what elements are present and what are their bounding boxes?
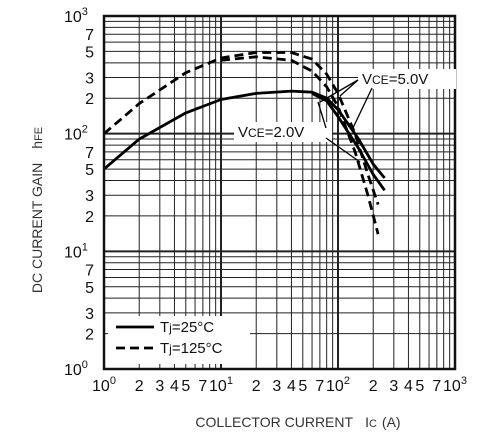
x-tick-label: 102 xyxy=(326,375,350,395)
y-axis-label: DC CURRENT GAINhFE xyxy=(29,127,45,293)
annotation-vce-5v: VCE=5.0V xyxy=(362,71,428,88)
y-tick-label: 103 xyxy=(64,6,88,26)
x-tick-label: 5 xyxy=(181,378,190,395)
y-tick-label: 2 xyxy=(85,209,94,226)
x-tick-label: 4 xyxy=(170,378,179,395)
annotation-pointer xyxy=(339,79,359,97)
y-tick-label: 5 xyxy=(85,44,94,61)
series-line xyxy=(103,89,386,179)
annotations: VCE=5.0V VCE=2.0V xyxy=(234,69,456,163)
x-tick-label: 3 xyxy=(155,378,164,395)
series-line xyxy=(103,51,380,205)
x-tick-label: 5 xyxy=(298,378,307,395)
annotation-pointer xyxy=(319,79,359,103)
legend: Tj=25°C Tj=125°C xyxy=(108,316,250,364)
annotation-vce-2v: VCE=2.0V xyxy=(238,124,304,141)
y-tick-label: 3 xyxy=(85,71,94,88)
y-tick-label: 5 xyxy=(85,280,94,297)
x-tick-label: 7 xyxy=(315,378,324,395)
y-tick-label: 7 xyxy=(85,145,94,162)
x-tick-label: 5 xyxy=(415,378,424,395)
series-group xyxy=(103,51,386,235)
x-tick-label: 4 xyxy=(404,378,413,395)
series-line xyxy=(220,55,380,235)
x-tick-label: 2 xyxy=(369,378,378,395)
x-tick-label: 2 xyxy=(252,378,261,395)
annotation-pointer xyxy=(317,101,327,129)
legend-bg xyxy=(108,316,250,364)
x-tick-label: 103 xyxy=(443,375,467,395)
y-tick-label: 5 xyxy=(85,162,94,179)
annotation-vce-5v-bg xyxy=(358,69,456,89)
grid xyxy=(104,16,455,369)
y-tick-label: 2 xyxy=(85,327,94,344)
y-tick-label: 101 xyxy=(64,241,88,261)
plot-frame xyxy=(102,14,457,371)
y-tick-label: 102 xyxy=(64,124,88,144)
x-tick-label: 100 xyxy=(92,375,116,395)
y-tick-label: 3 xyxy=(85,188,94,205)
annotation-vce-2v-bg xyxy=(234,122,332,142)
y-tick-label: 7 xyxy=(85,263,94,280)
x-tick-label: 3 xyxy=(272,378,281,395)
x-tick-label: 7 xyxy=(198,378,207,395)
x-tick-label: 101 xyxy=(209,375,233,395)
x-tick-label: 7 xyxy=(432,378,441,395)
x-axis-label: COLLECTOR CURRENT IC (A) xyxy=(195,414,400,430)
annotation-pointer xyxy=(351,87,373,131)
x-tick-label: 4 xyxy=(287,378,296,395)
y-tick-label: 3 xyxy=(85,306,94,323)
y-tick-label: 2 xyxy=(85,91,94,108)
annotation-pointer xyxy=(325,137,361,163)
y-tick-label: 7 xyxy=(85,27,94,44)
legend-label: Tj=125°C xyxy=(160,340,223,357)
y-tick-label: 100 xyxy=(64,359,88,379)
legend-label: Tj=25°C xyxy=(160,319,214,336)
x-tick-label: 2 xyxy=(135,378,144,395)
x-tick-label: 3 xyxy=(389,378,398,395)
